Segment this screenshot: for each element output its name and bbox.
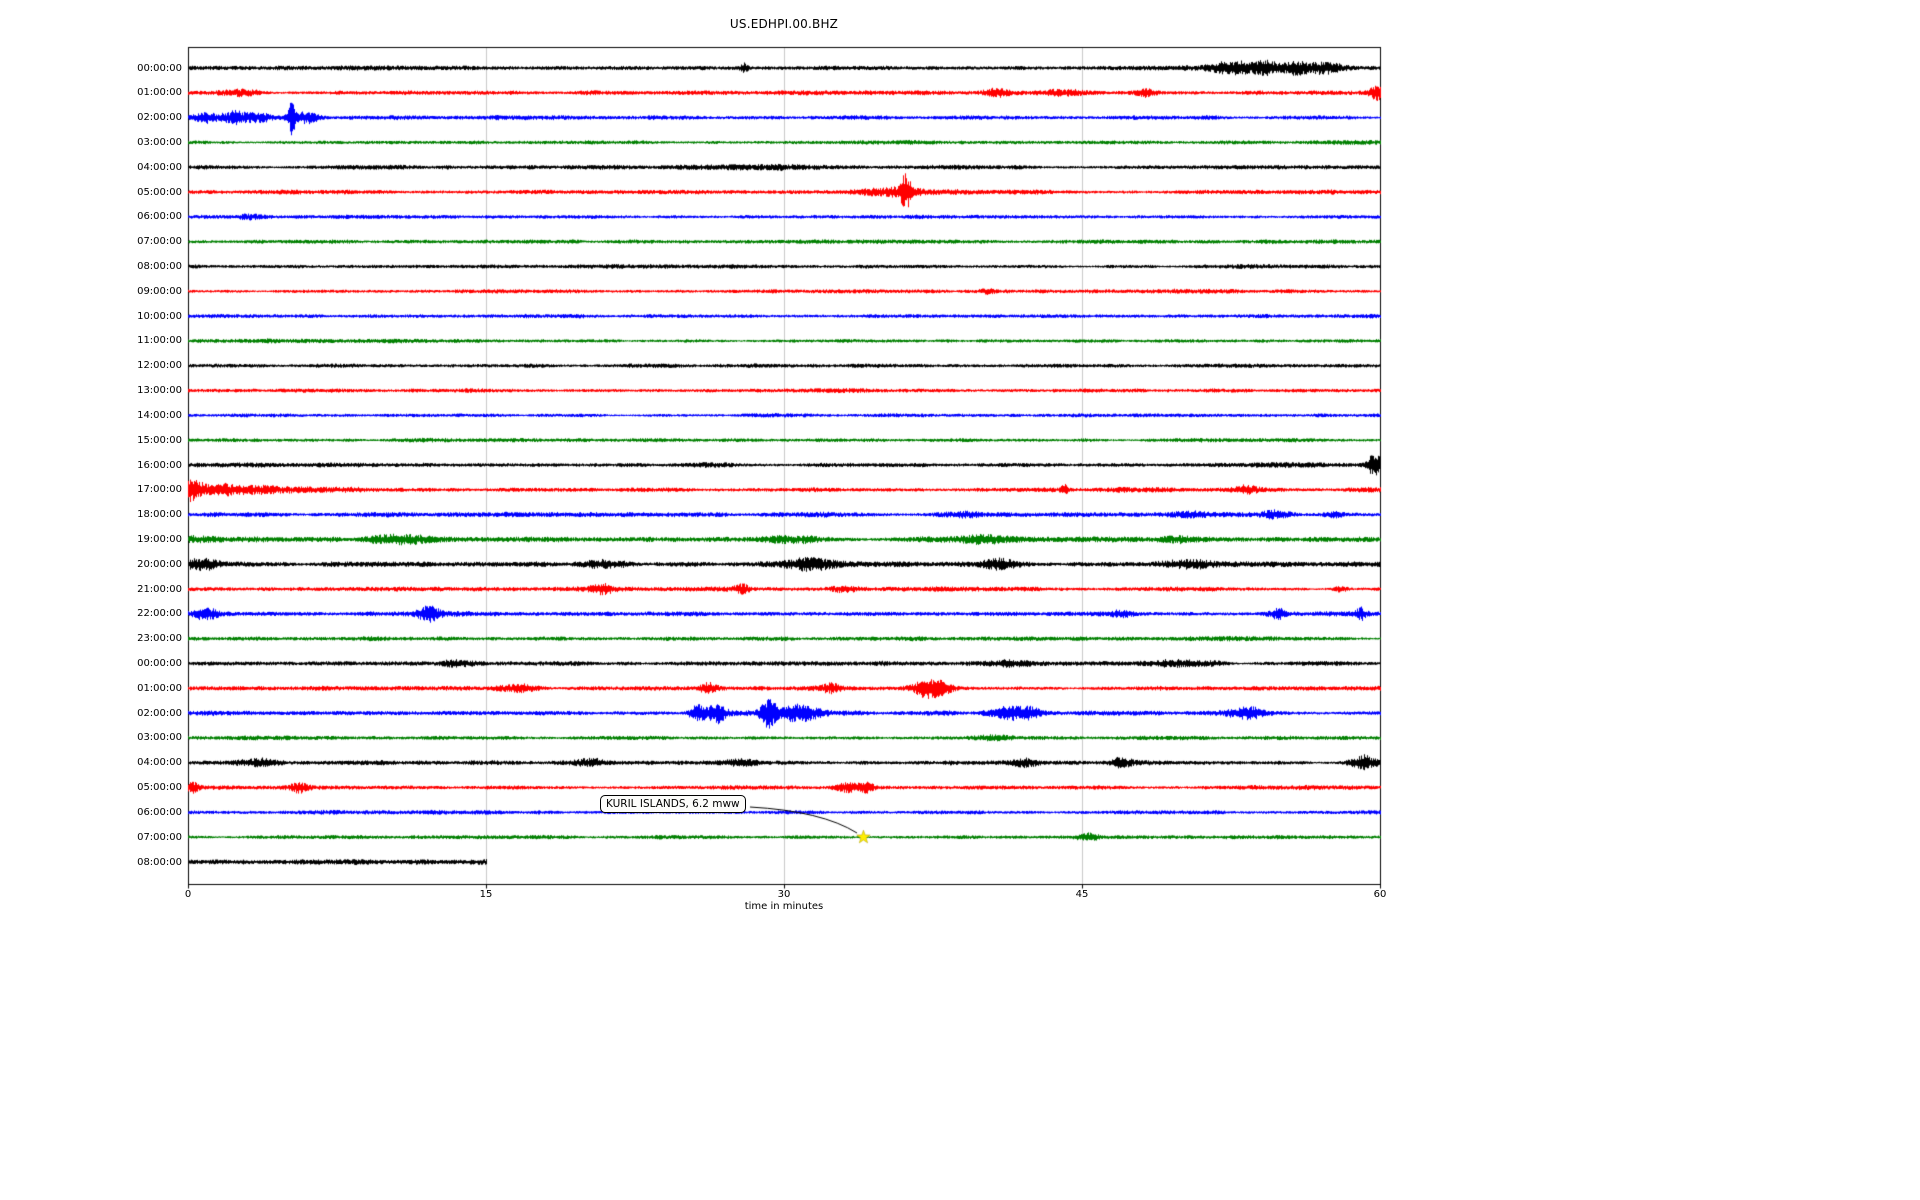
x-tick-label: 60: [1373, 889, 1387, 900]
y-axis-label: 12:00:00: [137, 360, 182, 372]
y-axis-label: 04:00:00: [137, 757, 182, 769]
y-axis-label: 13:00:00: [137, 385, 182, 397]
y-axis-label: 18:00:00: [137, 509, 182, 521]
chart-title: US.EDHPI.00.BHZ: [729, 17, 839, 31]
y-axis-label: 07:00:00: [137, 236, 182, 248]
y-axis-label: 14:00:00: [137, 409, 182, 421]
x-tick-label: 0: [184, 889, 192, 900]
y-axis-label: 02:00:00: [137, 707, 182, 719]
y-axis-label: 21:00:00: [137, 583, 182, 595]
y-axis-label: 04:00:00: [137, 161, 182, 173]
y-axis-label: 08:00:00: [137, 856, 182, 868]
y-axis-label: 05:00:00: [137, 782, 182, 794]
y-axis-label: 19:00:00: [137, 533, 182, 545]
y-axis-label: 09:00:00: [137, 285, 182, 297]
y-axis-label: 08:00:00: [137, 261, 182, 272]
y-axis-label: 02:00:00: [137, 112, 182, 124]
y-axis-label: 16:00:00: [137, 459, 182, 471]
event-annotation: KURIL ISLANDS, 6.2 mww: [600, 795, 746, 813]
y-axis-label: 10:00:00: [137, 310, 182, 322]
y-axis-label: 00:00:00: [137, 62, 182, 74]
y-axis-label: 22:00:00: [137, 608, 182, 620]
y-axis-label: 11:00:00: [137, 335, 182, 347]
x-axis-label: time in minutes: [744, 901, 824, 912]
y-axis-label: 17:00:00: [137, 484, 182, 496]
x-tick-label: 15: [479, 889, 493, 900]
y-axis-label: 01:00:00: [137, 682, 182, 694]
y-axis-label: 06:00:00: [137, 806, 182, 818]
y-axis-label: 15:00:00: [137, 434, 182, 446]
y-axis-label: 01:00:00: [137, 87, 182, 99]
y-axis-label: 07:00:00: [137, 831, 182, 843]
y-axis-label: 06:00:00: [137, 211, 182, 223]
y-axis-label: 00:00:00: [137, 658, 182, 669]
y-axis-label: 03:00:00: [137, 732, 182, 744]
y-axis-label: 20:00:00: [137, 558, 182, 570]
y-axis-label: 05:00:00: [137, 186, 182, 198]
x-tick-label: 30: [777, 889, 791, 900]
x-tick-label: 45: [1075, 889, 1089, 900]
y-axis-label: 03:00:00: [137, 136, 182, 148]
y-axis-label: 23:00:00: [137, 633, 182, 645]
